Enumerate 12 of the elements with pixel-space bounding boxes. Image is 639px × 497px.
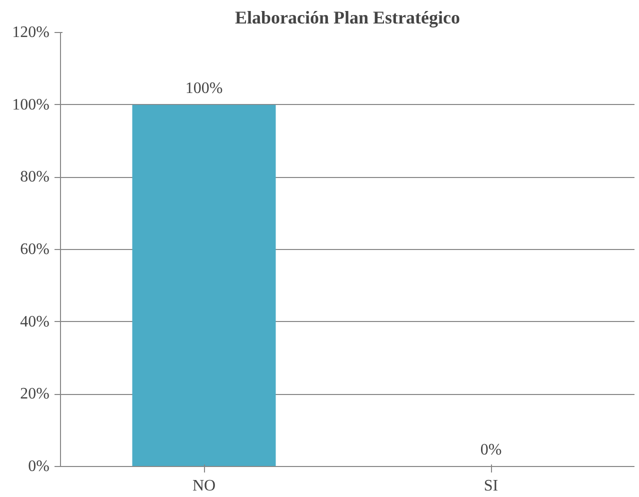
y-tick-label: 40% xyxy=(20,313,50,330)
chart-title: Elaboración Plan Estratégico xyxy=(235,8,460,28)
y-tick-label: 60% xyxy=(20,241,50,258)
x-tick-label: NO xyxy=(192,478,216,494)
x-tick-label: SI xyxy=(484,478,498,494)
y-tick-label: 20% xyxy=(20,386,50,403)
y-tick-label: 80% xyxy=(20,168,50,186)
y-tick-label: 0% xyxy=(28,458,50,475)
data-label: 100% xyxy=(185,80,223,97)
data-label: 0% xyxy=(480,442,502,458)
y-tick-label: 100% xyxy=(12,96,50,114)
y-tick-label: 120% xyxy=(12,24,50,41)
